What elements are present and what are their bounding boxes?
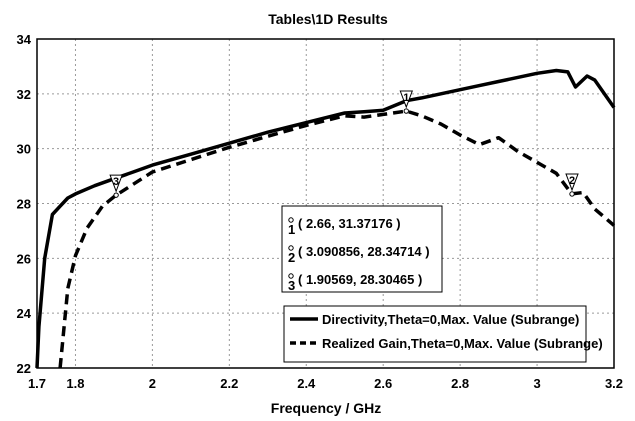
- annotation-row: 2( 3.090856, 28.34714 ): [288, 244, 430, 265]
- annotation-box-frame: [281, 205, 443, 293]
- y-tick-label: 34: [17, 32, 32, 47]
- x-tick-label: 1.7: [28, 376, 46, 391]
- legend-entry: Realized Gain,Theta=0,Max. Value (Subran…: [290, 336, 603, 351]
- y-tick-label: 24: [17, 306, 32, 321]
- marker-label: 3: [113, 176, 119, 188]
- x-tick-label: 2.8: [451, 376, 469, 391]
- legend-label: Directivity,Theta=0,Max. Value (Subrange…: [322, 312, 579, 327]
- annotation-text: ( 2.66, 31.37176 ): [298, 216, 401, 231]
- legend: Directivity,Theta=0,Max. Value (Subrange…: [283, 305, 603, 363]
- series-line-realized-gain: [58, 109, 616, 369]
- y-tick-label: 32: [17, 87, 31, 102]
- x-tick-label: 3.2: [605, 376, 623, 391]
- plot-frame: [36, 38, 615, 369]
- x-tick-label: 3: [533, 376, 540, 391]
- legend-label: Realized Gain,Theta=0,Max. Value (Subran…: [322, 336, 603, 351]
- y-tick-label: 28: [17, 197, 31, 212]
- y-tick-label: 30: [17, 142, 31, 157]
- annotation-marker-number: 1: [288, 222, 295, 237]
- annotation-text: ( 3.090856, 28.34714 ): [298, 244, 430, 259]
- marker-1: 1: [399, 90, 414, 114]
- series-line-directivity: [35, 68, 616, 369]
- x-tick-label: 2.6: [374, 376, 392, 391]
- marker-label: 1: [403, 92, 409, 104]
- annotation-marker-number: 2: [288, 250, 295, 265]
- marker-annotation-box: 1( 2.66, 31.37176 ) 2( 3.090856, 28.34714…: [281, 205, 443, 293]
- y-tick-label: 22: [17, 361, 31, 376]
- chart-title: Tables\1D Results: [268, 11, 388, 27]
- annotation-row: 3( 1.90569, 28.30465 ): [288, 272, 422, 293]
- annotation-marker-number: 3: [288, 278, 295, 293]
- marker-2: 2: [565, 173, 579, 197]
- marker-3: 3: [109, 174, 123, 198]
- marker-label: 2: [569, 175, 575, 187]
- x-tick-label: 2: [149, 376, 156, 391]
- legend-entry: Directivity,Theta=0,Max. Value (Subrange…: [290, 312, 579, 327]
- annotation-row: 1( 2.66, 31.37176 ): [288, 216, 401, 237]
- x-tick-label: 1.8: [66, 376, 84, 391]
- series-layer: [35, 68, 616, 369]
- x-axis-label: Frequency / GHz: [271, 400, 381, 416]
- legend-frame: [283, 305, 587, 363]
- x-tick-label: 2.4: [297, 376, 316, 391]
- x-tick-label: 2.2: [220, 376, 238, 391]
- markers: 1 2 3: [109, 90, 579, 198]
- annotation-text: ( 1.90569, 28.30465 ): [298, 272, 422, 287]
- y-tick-label: 26: [17, 251, 31, 266]
